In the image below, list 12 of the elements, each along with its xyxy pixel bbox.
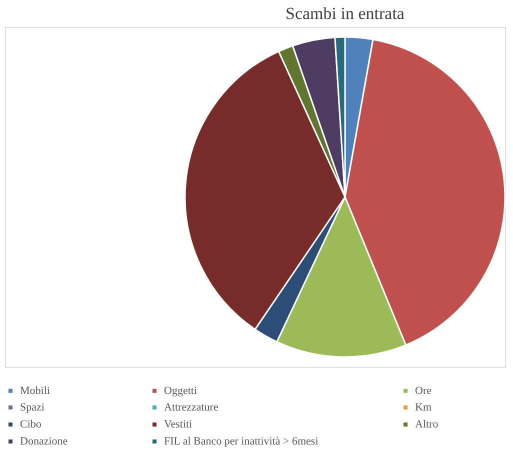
- legend-label: Spazi: [20, 402, 44, 414]
- legend-label: Ore: [415, 384, 432, 397]
- legend-label: Mobili: [20, 384, 50, 397]
- legend-label: FIL al Banco per inattività > 6mesi: [164, 436, 318, 448]
- legend-label: Altro: [415, 418, 439, 430]
- legend-label: Km: [415, 402, 432, 414]
- legend-label: Vestiti: [164, 418, 192, 430]
- legend-label: Cibo: [20, 418, 42, 430]
- legend-label: Oggetti: [164, 384, 197, 397]
- chart-title: Scambi in entrata: [286, 4, 405, 23]
- legend-label: Donazione: [20, 436, 68, 448]
- legend-label: Attrezzature: [164, 402, 218, 414]
